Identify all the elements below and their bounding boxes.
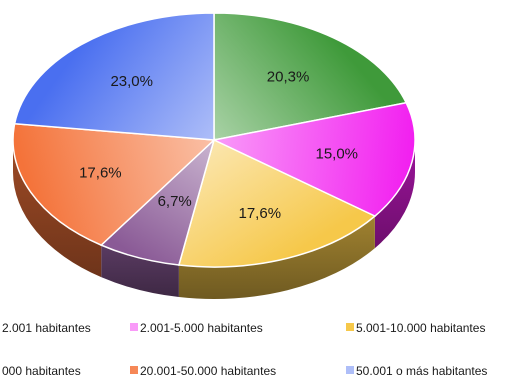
legend-label: 5.001-10.000 habitantes — [356, 321, 485, 335]
legend-swatch — [130, 323, 138, 331]
slice-value-label: 20,3% — [267, 69, 310, 86]
legend-item-20-001-50-000-habitantes: 20.001-50.000 habitantes — [130, 364, 276, 378]
legend-label: 20.001-50.000 habitantes — [140, 364, 276, 378]
slice-5-001-10-000-habitantes — [177, 138, 377, 268]
slice-50-001-o-m-s-habitantes — [13, 12, 215, 141]
legend-swatch — [346, 323, 354, 331]
slice-side-5-001-10-000-habitantes — [178, 216, 375, 299]
legend-label: 000 habitantes — [2, 364, 81, 378]
slice-value-label: 17,6% — [79, 164, 122, 181]
pie-tops — [12, 12, 416, 268]
legend-item-2-001-habitantes: 2.001 habitantes — [2, 321, 91, 335]
legend: 2.001 habitantes 2.001-5.000 habitantes 5.… — [2, 321, 487, 378]
legend-label: 2.001-5.000 habitantes — [140, 321, 263, 335]
slice-20-001-50-000-habitantes — [12, 122, 216, 247]
pie-sides — [12, 140, 415, 299]
slice-side-000-habitantes — [101, 245, 179, 298]
legend-swatch — [346, 366, 354, 374]
slice-2-001-5-000-habitantes — [211, 101, 416, 218]
legend-label: 50.001 o más habitantes — [356, 364, 487, 378]
legend-swatch — [130, 366, 138, 374]
slice-value-label: 6,7% — [158, 193, 192, 210]
slice-value-label: 23,0% — [110, 73, 153, 90]
slice-side-20-001-50-000-habitantes — [12, 140, 102, 278]
slice-labels: 20,3% 15,0% 17,6% 6,7% 17,6% 23,0% — [79, 69, 358, 223]
slice-value-label: 15,0% — [315, 146, 358, 163]
slice-side-2-001-5-000-habitantes — [374, 140, 415, 249]
legend-item-000-habitantes: 000 habitantes — [2, 364, 81, 378]
legend-item-5-001-10-000-habitantes: 5.001-10.000 habitantes — [346, 321, 485, 335]
slice-2-001-habitantes — [213, 12, 408, 141]
slice-value-label: 17,6% — [239, 205, 282, 222]
legend-item-50-001-o-m-s-habitantes: 50.001 o más habitantes — [346, 364, 487, 378]
legend-item-2-001-5-000-habitantes: 2.001-5.000 habitantes — [130, 321, 263, 335]
legend-label: 2.001 habitantes — [2, 321, 91, 335]
